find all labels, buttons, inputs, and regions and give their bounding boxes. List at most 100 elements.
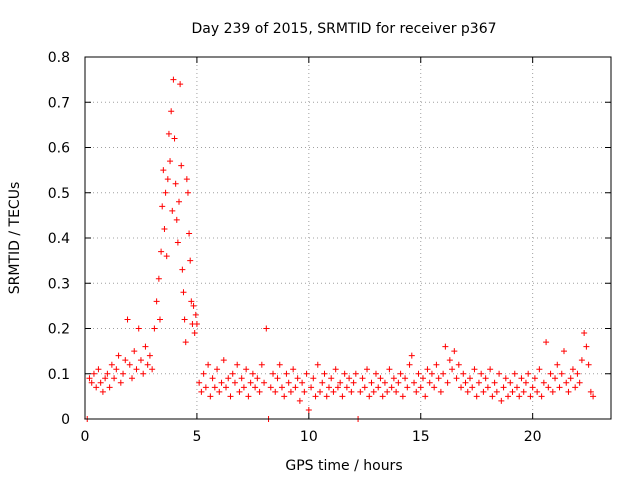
data-point: [192, 311, 199, 318]
x-axis-label: GPS time / hours: [285, 458, 402, 474]
data-point: [540, 379, 547, 386]
data-point: [323, 393, 330, 400]
data-point: [179, 266, 186, 273]
data-point: [449, 366, 456, 373]
data-point: [126, 361, 133, 368]
data-point: [234, 361, 241, 368]
data-point: [115, 352, 122, 359]
data-point: [198, 388, 205, 395]
data-point: [133, 366, 140, 373]
data-point: [475, 379, 482, 386]
data-point: [172, 180, 179, 187]
data-point: [330, 388, 337, 395]
data-point: [491, 379, 498, 386]
data-point: [531, 375, 538, 382]
data-point: [276, 361, 283, 368]
data-point: [424, 366, 431, 373]
data-point: [278, 384, 285, 391]
y-tick-label: 0.7: [48, 95, 70, 111]
data-point: [258, 361, 265, 368]
data-point: [245, 393, 252, 400]
data-point: [173, 216, 180, 223]
data-point: [303, 370, 310, 377]
data-point: [507, 379, 514, 386]
data-point: [131, 348, 138, 355]
data-point: [574, 370, 581, 377]
data-point: [317, 388, 324, 395]
data-point: [587, 388, 594, 395]
data-point: [158, 248, 165, 255]
data-point: [146, 352, 153, 359]
data-point: [292, 384, 299, 391]
data-point: [487, 366, 494, 373]
data-point: [511, 370, 518, 377]
data-point: [159, 203, 166, 210]
data-point: [536, 366, 543, 373]
data-point: [220, 357, 227, 364]
data-point: [142, 343, 149, 350]
data-point: [186, 230, 193, 237]
data-point: [120, 370, 127, 377]
data-point: [352, 370, 359, 377]
data-point: [321, 370, 328, 377]
data-point: [281, 393, 288, 400]
data-point: [205, 361, 212, 368]
data-point: [170, 76, 177, 83]
y-tick-label: 0.1: [48, 367, 70, 383]
data-point: [155, 275, 162, 282]
data-point: [211, 384, 218, 391]
data-point: [176, 198, 183, 205]
data-point: [167, 158, 174, 165]
data-point: [229, 370, 236, 377]
data-point: [375, 384, 382, 391]
data-point: [165, 130, 172, 137]
data-point: [341, 370, 348, 377]
data-point: [361, 384, 368, 391]
data-point: [319, 379, 326, 386]
data-point: [287, 388, 294, 395]
data-point: [328, 375, 335, 382]
data-point: [366, 393, 373, 400]
data-point: [184, 189, 191, 196]
data-point: [267, 384, 274, 391]
data-point: [529, 384, 536, 391]
data-point: [332, 366, 339, 373]
data-point: [209, 375, 216, 382]
data-point: [135, 325, 142, 332]
data-point: [168, 108, 175, 115]
data-point: [493, 388, 500, 395]
data-point: [545, 384, 552, 391]
data-point: [181, 316, 188, 323]
data-point: [312, 393, 319, 400]
data-point: [296, 397, 303, 404]
data-point: [90, 370, 97, 377]
data-point: [99, 388, 106, 395]
data-point: [325, 384, 332, 391]
data-point: [140, 370, 147, 377]
data-point: [554, 361, 561, 368]
data-point: [395, 379, 402, 386]
data-point: [404, 384, 411, 391]
data-point: [415, 370, 422, 377]
data-point: [214, 366, 221, 373]
data-point: [104, 370, 111, 377]
data-point: [576, 379, 583, 386]
data-point: [505, 393, 512, 400]
y-tick-label: 0.6: [48, 141, 70, 157]
data-point: [469, 384, 476, 391]
data-point: [178, 162, 185, 169]
data-point: [556, 384, 563, 391]
data-point: [177, 81, 184, 88]
data-point: [565, 388, 572, 395]
data-point: [223, 384, 230, 391]
data-point: [502, 375, 509, 382]
x-tick-label: 10: [300, 429, 318, 445]
data-point: [129, 375, 136, 382]
data-point: [527, 393, 534, 400]
data-point: [263, 325, 270, 332]
data-point: [243, 366, 250, 373]
data-point: [180, 289, 187, 296]
data-point: [301, 388, 308, 395]
data-point: [256, 388, 263, 395]
data-point: [440, 370, 447, 377]
